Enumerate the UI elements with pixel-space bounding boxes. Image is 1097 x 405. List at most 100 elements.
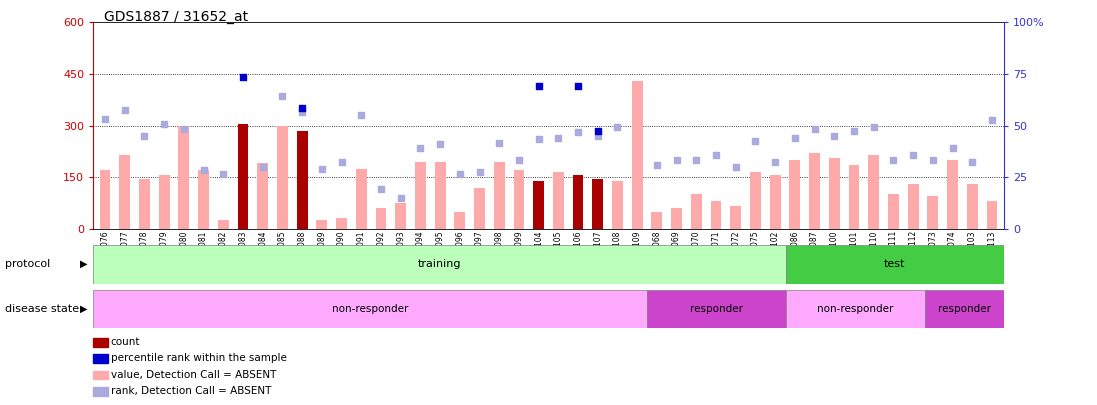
Bar: [199, 170, 210, 229]
Point: [156, 121, 173, 127]
Bar: [494, 162, 505, 229]
Bar: [907, 184, 918, 229]
Point: [569, 83, 587, 89]
Bar: [612, 181, 623, 229]
Bar: [711, 201, 722, 229]
Point: [97, 115, 114, 122]
Bar: [731, 207, 742, 229]
Point: [451, 171, 468, 177]
Point: [983, 117, 1000, 124]
Bar: [691, 194, 702, 229]
Bar: [849, 165, 859, 229]
Bar: [336, 218, 347, 229]
Bar: [927, 196, 938, 229]
Point: [806, 126, 824, 132]
Text: count: count: [111, 337, 140, 347]
Bar: [787, 290, 925, 328]
Point: [884, 157, 902, 163]
Point: [589, 128, 607, 134]
Point: [747, 138, 765, 144]
Bar: [179, 126, 190, 229]
Point: [569, 129, 587, 136]
Bar: [966, 184, 977, 229]
Point: [293, 105, 310, 111]
Point: [273, 93, 291, 100]
Point: [332, 158, 350, 165]
Bar: [120, 155, 131, 229]
Point: [864, 124, 882, 130]
Bar: [632, 81, 643, 229]
Bar: [355, 168, 366, 229]
Bar: [750, 172, 761, 229]
Text: responder: responder: [938, 304, 991, 314]
Point: [550, 134, 567, 141]
Point: [392, 194, 409, 201]
Point: [235, 74, 252, 81]
Point: [215, 171, 233, 177]
Point: [255, 164, 272, 170]
Point: [471, 169, 488, 175]
Bar: [671, 208, 682, 229]
Bar: [454, 211, 465, 229]
Text: percentile rank within the sample: percentile rank within the sample: [111, 354, 286, 363]
Text: disease state: disease state: [5, 304, 80, 314]
Bar: [395, 203, 406, 229]
Text: rank, Detection Call = ABSENT: rank, Detection Call = ABSENT: [111, 386, 271, 396]
Bar: [93, 245, 787, 284]
Point: [845, 128, 862, 134]
Bar: [139, 179, 150, 229]
Point: [924, 157, 941, 163]
Bar: [592, 179, 603, 229]
Point: [589, 132, 607, 139]
Bar: [986, 201, 997, 229]
Point: [648, 162, 666, 168]
Point: [431, 141, 449, 148]
Bar: [790, 160, 801, 229]
Point: [787, 134, 804, 141]
Point: [372, 186, 389, 192]
Bar: [278, 126, 287, 229]
Bar: [947, 160, 958, 229]
Bar: [770, 175, 781, 229]
Bar: [553, 172, 564, 229]
Point: [963, 158, 981, 165]
Bar: [533, 181, 544, 229]
Bar: [296, 131, 307, 229]
Text: test: test: [884, 259, 906, 269]
Bar: [652, 211, 663, 229]
Bar: [887, 194, 898, 229]
Text: ▶: ▶: [80, 304, 88, 314]
Point: [411, 145, 429, 151]
Point: [176, 126, 193, 132]
Point: [530, 136, 547, 143]
Point: [530, 83, 547, 89]
Text: value, Detection Call = ABSENT: value, Detection Call = ABSENT: [111, 370, 276, 379]
Bar: [434, 162, 445, 229]
Point: [195, 167, 213, 173]
Point: [688, 157, 705, 163]
Point: [708, 151, 725, 158]
Bar: [829, 158, 839, 229]
Bar: [868, 155, 879, 229]
Bar: [573, 175, 584, 229]
Point: [943, 145, 961, 151]
Text: responder: responder: [690, 304, 744, 314]
Point: [490, 139, 508, 146]
Point: [767, 158, 784, 165]
Text: non-responder: non-responder: [817, 304, 893, 314]
Bar: [238, 124, 248, 229]
Text: ▶: ▶: [80, 259, 88, 269]
Bar: [925, 290, 1004, 328]
Point: [825, 132, 842, 139]
Bar: [316, 220, 327, 229]
Point: [609, 124, 626, 130]
Bar: [513, 170, 524, 229]
Text: protocol: protocol: [5, 259, 50, 269]
Point: [293, 109, 310, 115]
Text: non-responder: non-responder: [332, 304, 408, 314]
Bar: [787, 245, 1004, 284]
Point: [136, 132, 154, 139]
Bar: [647, 290, 787, 328]
Text: GDS1887 / 31652_at: GDS1887 / 31652_at: [104, 10, 248, 24]
Point: [116, 107, 134, 113]
